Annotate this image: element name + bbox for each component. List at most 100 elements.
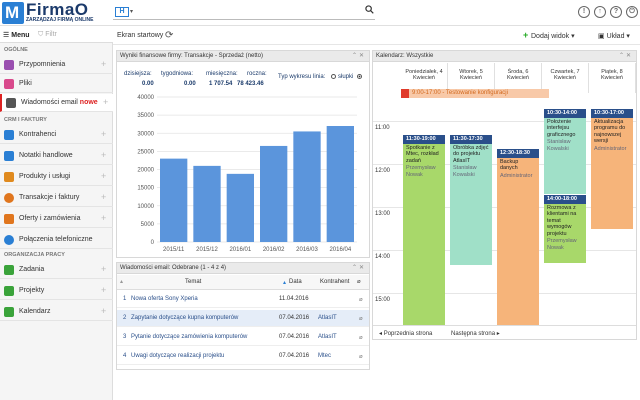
- stat-week-label: tygodniowa:: [161, 71, 194, 77]
- plus-icon: +: [523, 30, 529, 40]
- sidebar: ☰ Menu ⛉ Filtr OGÓLNE Przypomnienia + Pli…: [0, 27, 113, 400]
- day-header[interactable]: Wtorek, 5 Kwiecień: [448, 63, 495, 93]
- hour-label: 11:00: [375, 125, 390, 131]
- top-bar: M FirmaO ZARZĄDZAJ FIRMĄ ONLINE H ▾ ! ↑ …: [0, 0, 640, 26]
- sidebar-item-email[interactable]: Wiadomości email nowe +: [0, 94, 113, 112]
- help-icon[interactable]: ?: [610, 6, 622, 18]
- day-header[interactable]: Piątek, 8 Kwiecień: [589, 63, 636, 93]
- search-category-button[interactable]: H: [115, 7, 129, 17]
- section-general: OGÓLNE: [4, 47, 28, 53]
- global-search: H ▾: [113, 5, 375, 20]
- panel-controls[interactable]: ⌃✕: [351, 265, 366, 271]
- mail-date: 11.04.2016: [279, 296, 309, 302]
- attachment-icon: ⌀: [359, 335, 363, 341]
- next-page-button[interactable]: Następna strona ▸: [451, 331, 500, 337]
- calendar-event[interactable]: 10:30-14:00 Położenie interfejsu graficzn…: [544, 109, 586, 194]
- prev-page-button[interactable]: ◂ Poprzednia strona: [379, 331, 433, 337]
- power-icon[interactable]: ⏻: [626, 6, 638, 18]
- stat-month-value: 1 707.54: [209, 81, 233, 87]
- menu-button[interactable]: ☰ Menu: [3, 32, 30, 39]
- stat-week-value: 0.00: [184, 81, 196, 87]
- sidebar-item-products[interactable]: Produkty i usługi +: [0, 168, 113, 186]
- bar[interactable]: [293, 131, 321, 242]
- add-icon[interactable]: +: [101, 129, 107, 139]
- add-icon[interactable]: +: [101, 264, 107, 274]
- y-tick-label: 0: [151, 240, 155, 246]
- add-widget-button[interactable]: + Dodaj widok ▾: [523, 30, 575, 40]
- add-icon[interactable]: +: [101, 171, 107, 181]
- calendar-event[interactable]: 11:30-19:00 Spotkanie z Mtec, rozkład zad…: [403, 135, 445, 325]
- add-icon[interactable]: +: [101, 306, 107, 316]
- calendar-event[interactable]: 11:30-17:30 Obróbka zdjęć do projektu Atl…: [450, 135, 492, 265]
- notes-icon: [4, 151, 14, 161]
- checkbox-icon: [4, 265, 14, 275]
- mail-contractor: AtlasIT: [318, 315, 337, 321]
- calendar-event[interactable]: 14:00-18:00 Rozmowa z klientami na temat …: [544, 195, 586, 263]
- folder-icon: [4, 79, 14, 89]
- day-header[interactable]: Środa, 6 Kwiecień: [495, 63, 542, 93]
- calendar-event[interactable]: 10:30-17:00 Aktualizacja programu do najn…: [591, 109, 633, 229]
- mail-row[interactable]: 4 Uwagi dotyczące realizacji projektu 07.0…: [117, 348, 369, 365]
- search-input[interactable]: [139, 6, 359, 18]
- chevron-down-icon[interactable]: ▾: [130, 9, 134, 15]
- stat-year-label: roczna:: [247, 71, 267, 77]
- panel-controls[interactable]: ⌃✕: [351, 53, 366, 59]
- bar[interactable]: [260, 145, 288, 242]
- calendar-event[interactable]: 12:30-18:30 Backup danych Administrator: [497, 149, 539, 325]
- add-icon[interactable]: +: [103, 97, 109, 107]
- stat-year-value: 78 423.46: [237, 81, 264, 87]
- col-subject[interactable]: Temat: [185, 279, 202, 285]
- allday-event[interactable]: 9:00-17:00 - Testowanie konfiguracji: [401, 89, 550, 98]
- add-icon[interactable]: +: [101, 150, 107, 160]
- day-header[interactable]: Czwartek, 7 Kwiecień: [542, 63, 589, 93]
- hour-label: 13:00: [375, 210, 391, 217]
- sidebar-item-projects[interactable]: Projekty +: [0, 282, 113, 300]
- sidebar-item-notes[interactable]: Notatki handlowe +: [0, 147, 113, 165]
- y-tick-label: 30000: [137, 131, 154, 137]
- notification-icon[interactable]: !: [578, 6, 590, 18]
- bar[interactable]: [226, 173, 254, 242]
- chart-type-label: Typ wykresu linia:: [278, 74, 326, 80]
- add-icon[interactable]: +: [101, 285, 107, 295]
- sidebar-item-offers[interactable]: Oferty i zamówienia +: [0, 210, 113, 228]
- mail-panel: Wiadomości email: Odebrane (1 - 4 z 4) ⌃…: [116, 262, 370, 370]
- col-date[interactable]: Data: [289, 279, 302, 285]
- mail-row[interactable]: 3 Pytanie dotyczące zamówienia komputerów…: [117, 329, 369, 346]
- add-icon[interactable]: +: [101, 59, 107, 69]
- search-icon[interactable]: [365, 5, 374, 14]
- panel-controls[interactable]: ⌃✕: [618, 53, 633, 59]
- add-icon[interactable]: +: [101, 192, 107, 202]
- row-number: 2: [123, 315, 127, 321]
- day-header[interactable]: Poniedziałek, 4 Kwiecień: [401, 63, 448, 93]
- sidebar-item-files[interactable]: Pliki: [0, 75, 113, 93]
- upload-icon[interactable]: ↑: [594, 6, 606, 18]
- section-crm: CRM I FAKTURY: [4, 117, 47, 123]
- x-tick-label: 2016/02: [263, 247, 285, 253]
- sidebar-item-contractors[interactable]: Kontrahenci +: [0, 126, 113, 144]
- calendar-pager: ◂ Poprzednia strona Następna strona ▸: [373, 325, 636, 339]
- envelope-icon: [6, 98, 16, 108]
- layout-button[interactable]: ▣ Układ ▾: [598, 33, 630, 40]
- sort-icon: ▴: [283, 280, 287, 286]
- col-contractor[interactable]: Kontrahent: [320, 279, 350, 285]
- sidebar-item-calls[interactable]: Połączenia telefoniczne: [0, 231, 113, 249]
- bar[interactable]: [193, 165, 221, 242]
- radio-bars[interactable]: [357, 74, 362, 79]
- mail-row[interactable]: 2 Zapytanie dotyczące kupna komputerów 07.…: [117, 310, 369, 327]
- sidebar-item-tasks[interactable]: Zadania +: [0, 261, 113, 279]
- bar[interactable]: [160, 158, 188, 242]
- refresh-icon[interactable]: ⟳: [165, 30, 174, 41]
- filter-field[interactable]: ⛉ Filtr: [38, 31, 57, 38]
- bar[interactable]: [326, 126, 354, 242]
- sidebar-item-calendar[interactable]: Kalendarz +: [0, 303, 113, 321]
- row-number: 3: [123, 334, 127, 340]
- mail-row[interactable]: 1 Nowa oferta Sony Xperia 11.04.2016 ⌀: [117, 291, 369, 308]
- logo[interactable]: M FirmaO ZARZĄDZAJ FIRMĄ ONLINE: [2, 0, 112, 24]
- mail-date: 07.04.2016: [279, 315, 310, 321]
- add-icon[interactable]: +: [101, 213, 107, 223]
- hour-line: [373, 121, 636, 122]
- radio-line[interactable]: [331, 74, 336, 79]
- sidebar-item-reminders[interactable]: Przypomnienia +: [0, 56, 113, 74]
- logo-name: FirmaO: [26, 0, 89, 19]
- sidebar-item-transactions[interactable]: Transakcje i faktury +: [0, 189, 113, 207]
